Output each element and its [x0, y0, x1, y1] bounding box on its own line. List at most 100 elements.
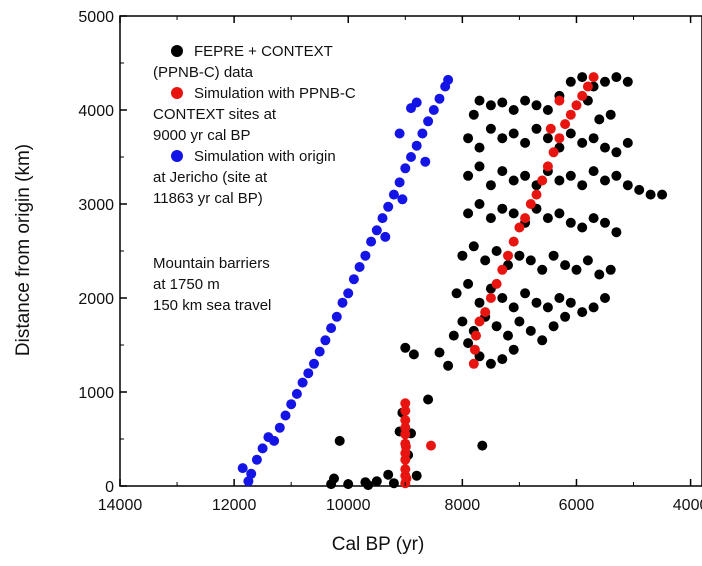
data-point-series-1	[497, 354, 508, 365]
data-point-series-3	[274, 422, 285, 433]
data-point-series-3	[428, 105, 439, 115]
data-point-series-1	[434, 347, 445, 358]
data-point-series-3	[406, 152, 416, 162]
data-point-series-1	[520, 170, 531, 181]
data-point-series-1	[622, 76, 633, 87]
data-point-series-1	[408, 349, 419, 360]
data-point-series-1	[468, 241, 479, 252]
data-point-series-2	[508, 236, 519, 247]
data-point-series-3	[257, 443, 268, 454]
data-point-series-1	[334, 435, 345, 446]
data-point-series-2	[537, 175, 548, 186]
legend-label-2: Simulation with PPNB-C	[194, 85, 356, 102]
data-point-series-1	[588, 166, 599, 177]
x-axis-title: Cal BP (yr)	[332, 534, 425, 555]
data-point-series-3	[394, 128, 405, 139]
data-point-series-1	[600, 217, 610, 228]
legend-marker-1	[171, 45, 183, 57]
data-point-series-3	[377, 213, 388, 224]
data-point-series-1	[554, 293, 565, 303]
data-point-series-1	[463, 170, 474, 181]
y-axis-title: Distance from origin (km)	[13, 144, 34, 356]
data-point-series-1	[480, 255, 491, 266]
data-point-series-1	[594, 114, 605, 125]
data-point-series-3	[286, 399, 297, 410]
x-tick-label: 4000	[673, 497, 702, 514]
data-point-series-3	[434, 93, 445, 104]
data-point-series-1	[388, 478, 399, 489]
data-point-series-1	[542, 302, 553, 313]
data-point-series-1	[520, 95, 531, 106]
data-point-series-3	[251, 454, 262, 465]
data-point-series-1	[600, 76, 610, 87]
data-point-series-1	[485, 180, 496, 191]
data-point-series-1	[508, 175, 519, 186]
data-point-series-3	[320, 335, 331, 346]
annotation-line: Mountain barriers	[153, 255, 270, 272]
data-point-series-2	[503, 250, 513, 261]
data-point-series-1	[463, 133, 474, 144]
data-point-series-2	[588, 72, 599, 83]
data-point-series-1	[497, 166, 508, 177]
data-point-series-1	[463, 278, 474, 289]
data-point-series-1	[520, 288, 531, 299]
data-point-series-1	[554, 175, 565, 186]
data-point-series-1	[400, 342, 411, 353]
data-point-series-1	[600, 175, 610, 186]
data-point-series-1	[537, 335, 548, 346]
annotation-line: 150 km sea travel	[153, 297, 271, 314]
data-point-series-1	[588, 133, 599, 144]
data-point-series-1	[497, 133, 508, 144]
data-point-series-2	[469, 344, 480, 355]
data-point-series-1	[423, 394, 434, 405]
data-point-series-3	[343, 288, 354, 299]
y-tick-label: 0	[105, 479, 114, 496]
data-point-series-1	[577, 137, 588, 148]
data-point-series-1	[611, 72, 622, 83]
data-point-series-1	[503, 330, 513, 341]
data-point-series-3	[303, 368, 314, 379]
data-point-series-2	[401, 473, 412, 484]
data-point-series-3	[314, 346, 325, 357]
data-point-series-1	[485, 123, 496, 134]
data-point-series-1	[371, 476, 382, 487]
data-point-series-1	[443, 360, 454, 371]
data-point-series-1	[457, 316, 468, 327]
data-point-series-2	[560, 119, 571, 130]
data-point-series-1	[645, 189, 656, 200]
data-point-series-3	[354, 262, 365, 272]
data-point-series-2	[480, 307, 491, 318]
data-point-series-1	[565, 297, 576, 308]
data-point-series-1	[594, 269, 605, 280]
data-point-series-1	[525, 325, 536, 336]
legend-label-2: 9000 yr cal BP	[153, 127, 251, 144]
data-point-series-2	[400, 441, 411, 452]
data-point-series-2	[491, 278, 502, 289]
data-point-series-2	[474, 316, 485, 327]
data-point-series-1	[548, 321, 559, 332]
data-point-series-1	[611, 147, 622, 158]
data-point-series-1	[611, 170, 622, 181]
data-point-series-1	[463, 208, 474, 219]
data-point-series-3	[443, 74, 454, 85]
data-point-series-1	[565, 128, 576, 139]
data-point-series-2	[548, 147, 559, 158]
data-point-series-2	[545, 123, 556, 134]
data-point-series-1	[474, 161, 485, 172]
data-point-series-3	[237, 463, 248, 474]
data-point-series-2	[582, 81, 593, 92]
annotation: Mountain barriers at 1750 m 150 km sea tra…	[153, 255, 271, 314]
legend-marker-2	[171, 87, 183, 99]
data-point-series-1	[542, 105, 553, 115]
data-point-series-2	[400, 415, 411, 426]
data-point-series-1	[468, 109, 479, 120]
data-point-series-1	[565, 76, 576, 87]
data-point-series-1	[491, 246, 502, 256]
data-point-series-3	[243, 476, 254, 487]
data-point-series-1	[577, 222, 588, 233]
data-point-series-1	[577, 72, 588, 83]
data-point-series-1	[605, 264, 616, 275]
axes: 14000 12000 10000 8000 6000 4000 0 1000 2000 3000…	[78, 9, 702, 514]
data-point-series-3	[411, 140, 422, 151]
